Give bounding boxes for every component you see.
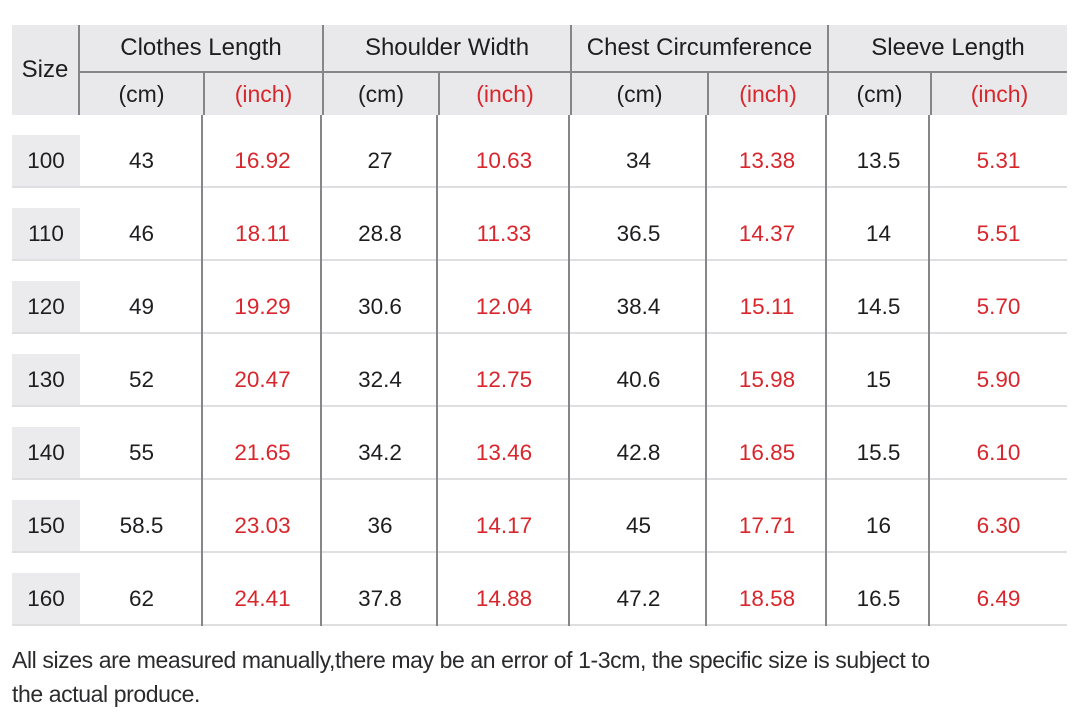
size-cell: 120 <box>12 261 80 332</box>
size-cell: 110 <box>12 188 80 259</box>
unit-inch: (inch) <box>930 73 1067 115</box>
size-cell: 160 <box>12 553 80 624</box>
value-cell: 21.65 <box>234 439 291 465</box>
unit-inch: (inch) <box>438 73 570 115</box>
grid-vline <box>320 115 322 626</box>
value-cell: 58.5 <box>119 512 164 538</box>
table-body: 100 43 16.92 27 10.63 34 13.38 13.5 5.31… <box>12 115 1067 626</box>
header-clothes-length: Clothes Length <box>80 25 322 73</box>
value-cell: 23.03 <box>234 512 291 538</box>
value-cell: 5.90 <box>976 366 1021 392</box>
unit-cm: (cm) <box>570 73 707 115</box>
table-row: 100 43 16.92 27 10.63 34 13.38 13.5 5.31 <box>12 115 1067 188</box>
grid-vline <box>825 115 827 626</box>
value-cell: 40.6 <box>616 366 661 392</box>
value-cell: 13.38 <box>738 147 796 173</box>
disclaimer-line: All sizes are measured manually,there ma… <box>12 647 930 673</box>
disclaimer-line: the actual produce. <box>12 681 201 707</box>
unit-cm: (cm) <box>322 73 438 115</box>
value-cell: 12.75 <box>475 366 533 392</box>
value-cell: 14.37 <box>738 220 796 246</box>
grid-vline <box>201 115 203 626</box>
value-cell: 19.29 <box>234 293 291 319</box>
table-row: 140 55 21.65 34.2 13.46 42.8 16.85 15.5 … <box>12 407 1067 480</box>
value-cell: 52 <box>128 366 155 392</box>
value-cell: 5.70 <box>976 293 1021 319</box>
grid-vline <box>705 115 707 626</box>
value-cell: 15.11 <box>739 293 795 319</box>
size-cell: 100 <box>12 115 80 186</box>
value-cell: 49 <box>128 293 155 319</box>
value-cell: 10.63 <box>475 147 533 173</box>
value-cell: 32.4 <box>358 366 402 392</box>
header-sleeve-length: Sleeve Length <box>827 25 1067 73</box>
unit-inch: (inch) <box>203 73 322 115</box>
value-cell: 38.4 <box>616 293 661 319</box>
value-cell: 18.11 <box>235 220 290 246</box>
value-cell: 5.51 <box>976 220 1021 246</box>
value-cell: 14 <box>865 220 892 246</box>
value-cell: 16 <box>865 512 892 538</box>
value-cell: 12.04 <box>475 293 533 319</box>
value-cell: 24.41 <box>234 585 291 611</box>
value-cell: 14.17 <box>475 512 533 538</box>
size-cell: 130 <box>12 334 80 405</box>
value-cell: 34.2 <box>358 439 402 465</box>
unit-cm: (cm) <box>827 73 930 115</box>
measurement-disclaimer: All sizes are measured manually,there ma… <box>12 643 1079 711</box>
value-cell: 15 <box>865 366 892 392</box>
value-cell: 28.8 <box>358 220 402 246</box>
value-cell: 43 <box>128 147 155 173</box>
value-cell: 17.71 <box>738 512 796 538</box>
value-cell: 16.85 <box>738 439 796 465</box>
value-cell: 45 <box>625 512 652 538</box>
value-cell: 62 <box>128 585 155 611</box>
value-cell: 47.2 <box>616 585 661 611</box>
header-chest-circumference: Chest Circumference <box>570 25 827 73</box>
value-cell: 15.5 <box>856 439 901 465</box>
value-cell: 36.5 <box>616 220 661 246</box>
value-cell: 30.6 <box>358 293 402 319</box>
size-cell: 140 <box>12 407 80 478</box>
value-cell: 27 <box>367 147 393 173</box>
size-cell: 150 <box>12 480 80 551</box>
table-row: 150 58.5 23.03 36 14.17 45 17.71 16 6.30 <box>12 480 1067 553</box>
value-cell: 16.5 <box>856 585 901 611</box>
value-cell: 11.33 <box>476 220 532 246</box>
grid-vline <box>928 115 930 626</box>
header-shoulder-width: Shoulder Width <box>322 25 570 73</box>
table-row: 120 49 19.29 30.6 12.04 38.4 15.11 14.5 … <box>12 261 1067 334</box>
value-cell: 20.47 <box>234 366 291 392</box>
table-row: 110 46 18.11 28.8 11.33 36.5 14.37 14 5.… <box>12 188 1067 261</box>
value-cell: 14.5 <box>856 293 901 319</box>
value-cell: 15.98 <box>738 366 796 392</box>
value-cell: 46 <box>128 220 155 246</box>
value-cell: 16.92 <box>234 147 291 173</box>
value-cell: 13.46 <box>475 439 533 465</box>
grid-vline <box>568 115 570 626</box>
value-cell: 18.58 <box>738 585 796 611</box>
value-cell: 5.31 <box>976 147 1021 173</box>
value-cell: 6.10 <box>976 439 1021 465</box>
unit-cm: (cm) <box>118 80 165 107</box>
unit-inch: (inch) <box>707 73 827 115</box>
value-cell: 14.88 <box>475 585 533 611</box>
value-cell: 34 <box>625 147 652 173</box>
value-cell: 13.5 <box>856 147 901 173</box>
value-cell: 55 <box>128 439 155 465</box>
table-row: 160 62 24.41 37.8 14.88 47.2 18.58 16.5 … <box>12 553 1067 626</box>
value-cell: 36 <box>367 512 393 538</box>
header-size: Size <box>12 25 80 115</box>
size-table: Size Clothes Length Shoulder Width Chest… <box>12 25 1067 626</box>
table-header: Size Clothes Length Shoulder Width Chest… <box>12 25 1067 115</box>
grid-vline <box>436 115 438 626</box>
value-cell: 37.8 <box>358 585 402 611</box>
value-cell: 6.49 <box>976 585 1021 611</box>
value-cell: 42.8 <box>616 439 661 465</box>
table-row: 130 52 20.47 32.4 12.75 40.6 15.98 15 5.… <box>12 334 1067 407</box>
value-cell: 6.30 <box>976 512 1021 538</box>
